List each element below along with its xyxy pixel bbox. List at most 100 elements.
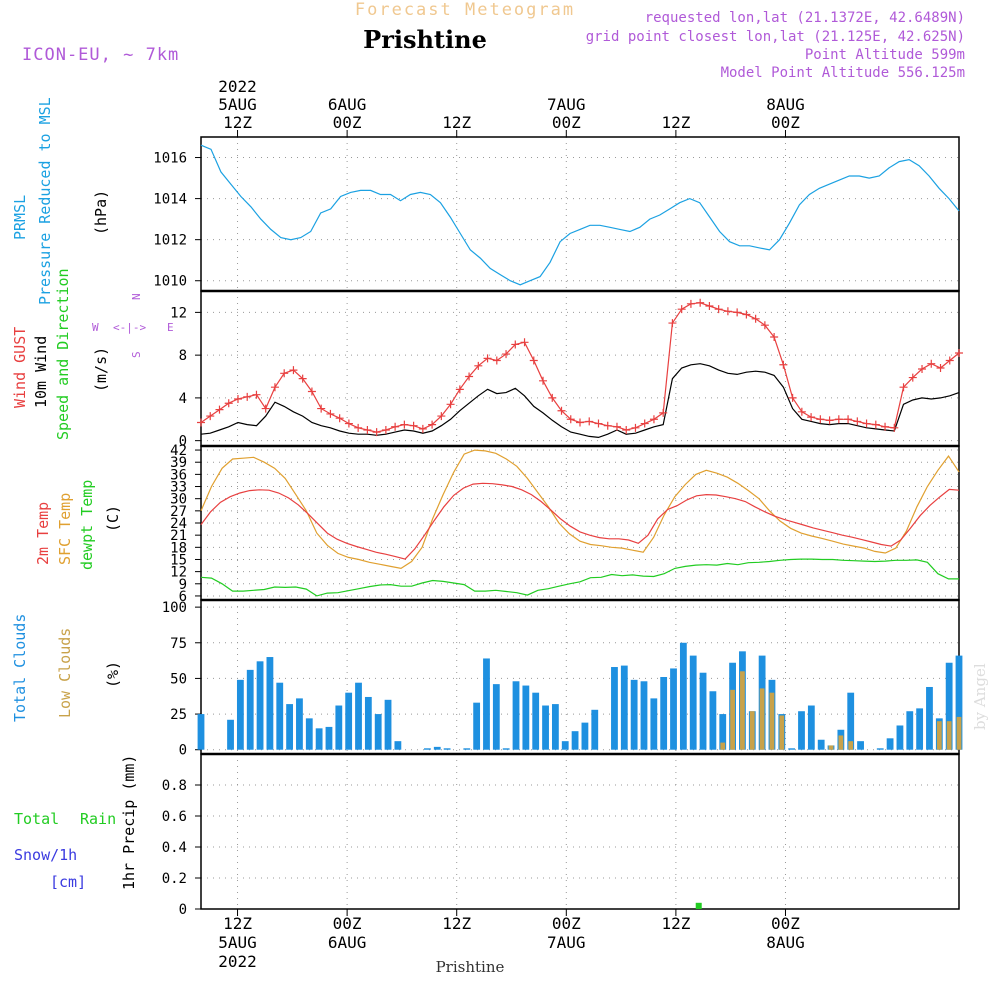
temp-tick-label: 39: [170, 455, 187, 471]
gust-marker: [298, 374, 307, 383]
pressure-tick-label: 1014: [153, 192, 187, 208]
gust-marker: [520, 338, 529, 347]
gust-marker: [502, 350, 511, 359]
total-cloud-bar: [926, 686, 933, 750]
total-cloud-bar: [364, 696, 372, 750]
total-cloud-bar: [817, 739, 825, 750]
wind-tick-label: 4: [179, 391, 187, 407]
gust-marker: [354, 423, 363, 432]
gust-marker: [908, 373, 917, 382]
gust-marker: [548, 393, 557, 402]
total-cloud-bar: [679, 642, 687, 750]
gust-marker: [307, 387, 316, 396]
compass-w: W: [92, 321, 99, 334]
pressure-label-msl: Pressure Reduced to MSL: [36, 97, 54, 305]
gust-marker: [696, 298, 705, 307]
total-cloud-bar: [236, 679, 244, 750]
gust-marker: [871, 420, 880, 429]
total-cloud-bar: [807, 705, 815, 750]
low-cloud-bar: [749, 711, 755, 750]
total-cloud-bar: [325, 726, 333, 750]
total-cloud-bar: [709, 691, 717, 750]
gust-marker: [224, 399, 233, 408]
rain-bar: [695, 902, 702, 909]
gust-marker: [215, 405, 224, 414]
bottom-axis-year: 2022: [218, 952, 257, 971]
total-cloud-bar: [305, 718, 313, 750]
point-altitude: Point Altitude 599m: [805, 47, 965, 63]
total-cloud-bar: [335, 705, 343, 750]
gust-marker: [853, 417, 862, 426]
pressure-frame: [200, 136, 960, 292]
pressure-label-prmsl: PRMSL: [11, 195, 29, 240]
compass-e: E: [167, 321, 174, 334]
total-cloud-bar: [433, 746, 441, 750]
gust-marker: [243, 392, 252, 401]
wind-tick-label: 12: [170, 305, 187, 321]
gust-marker: [936, 363, 945, 372]
top-axis-hour: 12Z: [442, 113, 471, 132]
total-cloud-bar: [384, 699, 392, 750]
wind10-series-line: [200, 363, 960, 439]
total-clouds-label: Total Clouds: [11, 614, 29, 722]
chart-subtitle: Forecast Meteogram: [355, 0, 575, 20]
precip-tick-label: 0.8: [162, 778, 187, 794]
top-axis-hour: 00Z: [552, 113, 581, 132]
compass-n: N: [130, 293, 143, 300]
total-cloud-bar: [689, 655, 697, 750]
gust-marker: [612, 422, 621, 431]
precip-tick-label: 0.2: [162, 871, 187, 887]
total-cloud-bar: [532, 692, 540, 750]
top-axis-date: 5AUG: [218, 95, 257, 114]
clouds-tick-label: 0: [179, 743, 187, 759]
total-cloud-bar: [551, 704, 559, 750]
gust-marker: [428, 420, 437, 429]
gust-marker: [483, 354, 492, 363]
gust-marker: [890, 423, 899, 432]
clouds-tick-label: 75: [170, 636, 187, 652]
total-cloud-bar: [512, 681, 520, 750]
low-cloud-bar: [828, 745, 834, 750]
gust-marker: [760, 321, 769, 330]
gust-marker: [686, 299, 695, 308]
gust-marker: [381, 425, 390, 434]
low-cloud-bar: [720, 742, 726, 750]
bottom-axis-hour: 00Z: [552, 914, 581, 933]
total-cloud-bar: [286, 704, 293, 750]
precip-panel-labels: Total Rain Snow/1h [cm] 1hr Precip (mm): [14, 755, 138, 891]
gust-marker: [400, 420, 409, 429]
gust-marker: [511, 340, 520, 349]
wind-unit: (m/s): [92, 347, 110, 392]
top-axis-hour: 12Z: [661, 113, 690, 132]
precip-total-label: Total: [14, 810, 59, 828]
total-cloud-bar: [630, 679, 638, 750]
total-cloud-bar: [276, 682, 284, 750]
gust-marker: [335, 414, 344, 423]
gust-marker: [363, 425, 372, 434]
low-cloud-bar: [769, 692, 775, 750]
total-cloud-bar: [611, 667, 618, 750]
gust-marker: [807, 413, 816, 422]
total-cloud-bar: [640, 681, 648, 750]
total-cloud-bar: [394, 741, 402, 750]
gust-marker: [742, 310, 751, 319]
total-cloud-bar: [197, 714, 205, 750]
gust-marker: [788, 393, 797, 402]
gust-marker: [751, 314, 760, 323]
clouds-tick-label: 100: [162, 600, 187, 616]
total-cloud-bar: [561, 741, 569, 750]
gust-marker: [566, 415, 575, 424]
gust-marker: [825, 416, 834, 425]
gust-marker: [927, 359, 936, 368]
temp-2m-label: 2m Temp: [34, 502, 52, 565]
grid-point-coords: grid point closest lon,lat (21.125E, 42.…: [586, 29, 965, 45]
bottom-axis-date: 7AUG: [547, 933, 586, 952]
gust-marker: [881, 422, 890, 431]
dewpt-series-line: [200, 558, 959, 597]
low-cloud-bar: [759, 688, 765, 750]
total-cloud-bar: [650, 698, 658, 750]
total-cloud-bar: [542, 705, 549, 750]
low-cloud-bar: [848, 741, 854, 750]
temp-tick-label: 15: [170, 552, 187, 568]
cloud-unit: (%): [104, 661, 122, 688]
